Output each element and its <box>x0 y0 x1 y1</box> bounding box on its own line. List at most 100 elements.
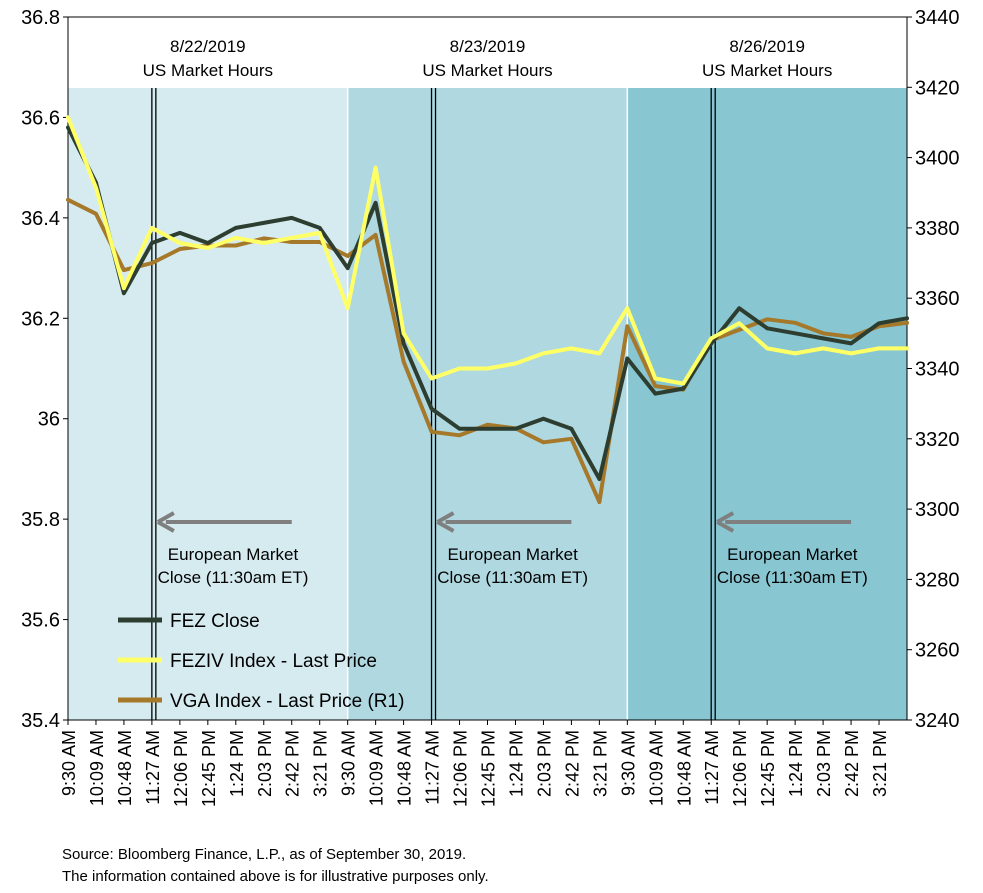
series-point <box>485 422 490 427</box>
series-point <box>625 324 630 329</box>
series-point <box>905 321 909 325</box>
day-shade-3 <box>627 88 907 720</box>
series-point <box>289 216 294 220</box>
series-point <box>206 246 210 250</box>
x-tick-label: 2:42 PM <box>562 730 582 797</box>
series-point <box>513 361 518 366</box>
y2-tick-label: 3280 <box>915 569 960 591</box>
series-point <box>234 243 238 248</box>
y2-tick-label: 3260 <box>915 640 960 662</box>
series-point <box>429 406 434 411</box>
euro-close-annotation: European Market <box>168 545 299 564</box>
series-point <box>569 346 574 351</box>
x-tick-label: 9:30 AM <box>618 730 638 796</box>
y2-tick-label: 3400 <box>915 148 960 170</box>
series-point <box>178 231 182 235</box>
day-date-label: 8/26/2019 <box>729 37 805 56</box>
series-point <box>793 331 797 336</box>
series-point <box>94 212 98 216</box>
series-point <box>150 261 154 265</box>
series-point <box>849 351 853 356</box>
series-point <box>625 356 630 361</box>
day-date-label: 8/23/2019 <box>450 37 526 56</box>
euro-close-annotation: European Market <box>447 545 578 564</box>
day-hours-label: US Market Hours <box>702 61 832 80</box>
legend-label: FEZIV Index - Last Price <box>170 651 377 672</box>
series-point <box>541 440 546 445</box>
series-point <box>765 317 769 322</box>
x-tick-label: 12:45 PM <box>479 730 499 807</box>
euro-close-annotation: Close (11:30am ET) <box>158 568 309 587</box>
y2-tick-label: 3300 <box>915 499 960 521</box>
y-tick-label: 36.4 <box>21 208 60 230</box>
euro-close-annotation: Close (11:30am ET) <box>717 568 868 587</box>
x-tick-label: 3:21 PM <box>311 730 331 797</box>
series-point <box>345 254 350 258</box>
x-tick-label: 2:03 PM <box>534 730 554 797</box>
x-tick-label: 2:03 PM <box>255 730 275 797</box>
series-point <box>289 240 294 244</box>
x-tick-label: 3:21 PM <box>590 730 610 797</box>
source-note: Source: Bloomberg Finance, L.P., as of S… <box>62 846 467 863</box>
series-point <box>877 346 881 351</box>
x-tick-label: 2:03 PM <box>814 730 834 797</box>
x-tick-label: 12:45 PM <box>758 730 778 807</box>
y2-tick-label: 3320 <box>915 429 960 451</box>
x-tick-label: 10:48 AM <box>115 730 135 806</box>
series-point <box>653 384 658 388</box>
series-point <box>234 226 238 230</box>
x-tick-label: 10:09 AM <box>646 730 666 806</box>
x-tick-label: 12:06 PM <box>730 730 750 807</box>
series-point <box>513 426 518 431</box>
series-point <box>178 241 182 245</box>
day-shade-2 <box>347 88 628 720</box>
series-point <box>66 115 70 120</box>
day-hours-label: US Market Hours <box>422 61 552 80</box>
series-point <box>66 125 70 130</box>
series-point <box>849 335 853 339</box>
x-tick-label: 2:42 PM <box>283 730 303 797</box>
disclaimer-note: The information contained above is for i… <box>62 868 489 885</box>
series-point <box>429 429 434 434</box>
y-tick-label: 36.6 <box>21 107 60 129</box>
y2-tick-label: 3440 <box>915 7 960 29</box>
x-tick-label: 2:42 PM <box>842 730 862 797</box>
y-tick-label: 35.4 <box>21 710 60 732</box>
y2-tick-label: 3420 <box>915 77 960 99</box>
y-tick-label: 36.8 <box>21 7 60 29</box>
series-point <box>597 477 602 481</box>
series-point <box>541 351 546 356</box>
x-tick-label: 10:48 AM <box>395 730 415 806</box>
series-point <box>457 366 462 371</box>
y-tick-label: 36 <box>38 409 60 431</box>
series-point <box>485 426 490 431</box>
x-tick-label: 12:45 PM <box>199 730 219 807</box>
series-point <box>737 328 741 332</box>
y-tick-label: 35.6 <box>21 610 60 632</box>
series-point <box>373 200 378 205</box>
series-point <box>317 226 322 230</box>
series-point <box>261 221 266 225</box>
series-point <box>485 366 490 371</box>
legend-label: VGA Index - Last Price (R1) <box>170 691 404 712</box>
y2-tick-label: 3380 <box>915 218 960 240</box>
series-point <box>597 500 602 504</box>
x-tick-label: 9:30 AM <box>339 730 359 796</box>
series-point <box>681 381 686 386</box>
day-date-label: 8/22/2019 <box>170 37 246 56</box>
euro-close-annotation: Close (11:30am ET) <box>437 568 588 587</box>
series-point <box>821 336 825 341</box>
x-tick-label: 1:24 PM <box>227 730 247 797</box>
x-tick-label: 9:30 AM <box>59 730 79 796</box>
x-tick-label: 10:09 AM <box>367 730 387 806</box>
x-tick-label: 3:21 PM <box>870 730 890 797</box>
x-tick-label: 11:27 AM <box>143 730 163 805</box>
series-point <box>150 241 154 245</box>
series-point <box>317 240 322 244</box>
series-point <box>793 351 797 356</box>
series-point <box>150 226 154 230</box>
x-tick-label: 10:48 AM <box>674 730 694 806</box>
series-point <box>234 236 238 240</box>
series-point <box>289 236 294 240</box>
